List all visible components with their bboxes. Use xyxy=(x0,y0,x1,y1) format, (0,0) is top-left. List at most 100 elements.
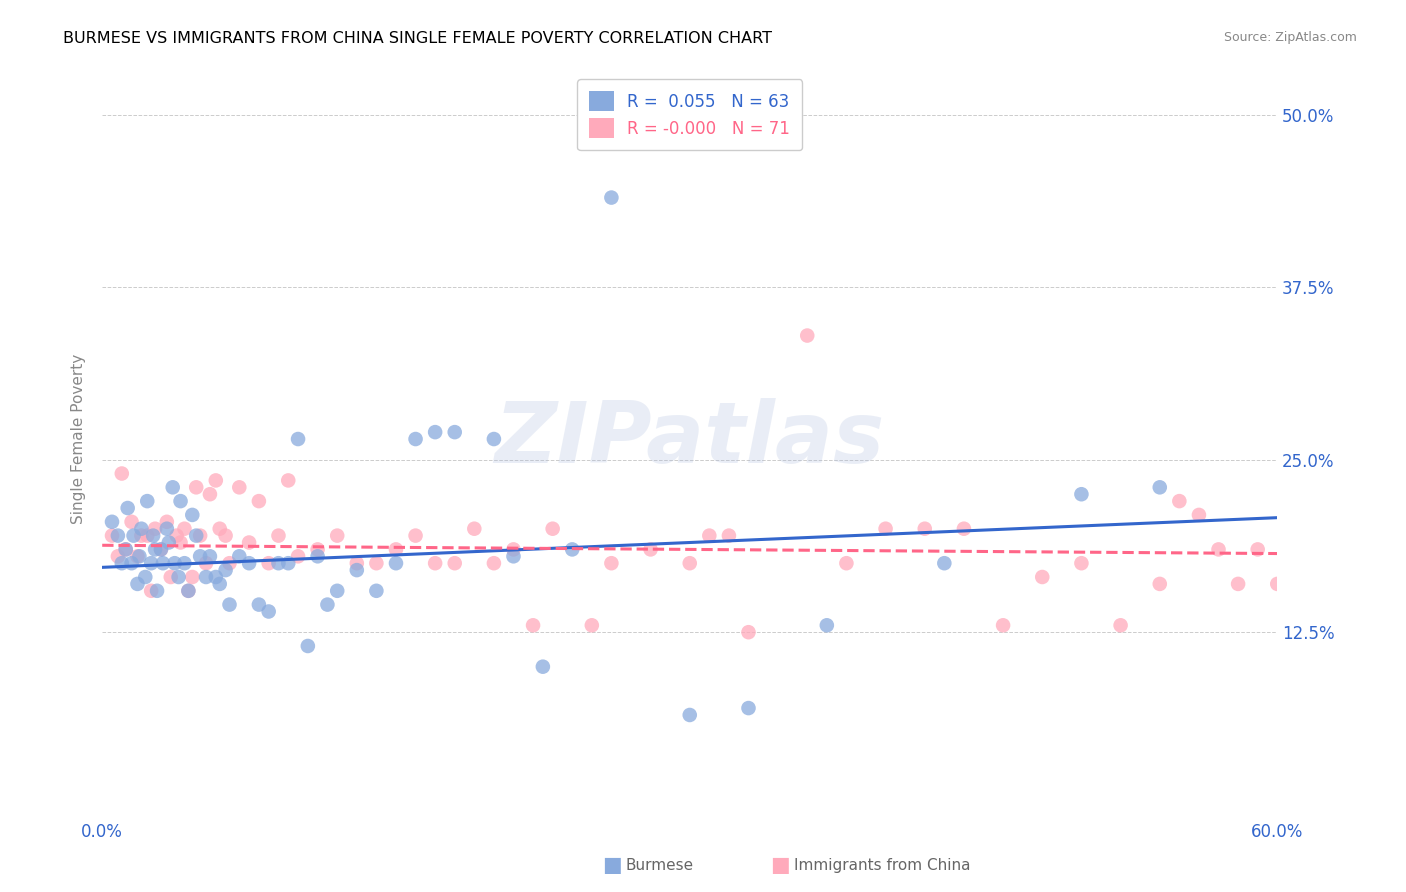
Point xyxy=(101,528,124,542)
Y-axis label: Single Female Poverty: Single Female Poverty xyxy=(72,354,86,524)
Point xyxy=(796,328,818,343)
Point xyxy=(188,528,211,542)
Point xyxy=(149,542,172,557)
Point xyxy=(385,556,408,570)
Point xyxy=(141,556,163,570)
Point xyxy=(1305,598,1327,612)
Text: ZIPatlas: ZIPatlas xyxy=(495,398,884,481)
Point xyxy=(679,556,702,570)
Text: Burmese: Burmese xyxy=(626,858,693,872)
Point xyxy=(366,556,388,570)
Point xyxy=(156,522,179,536)
Point xyxy=(188,549,211,564)
Point xyxy=(167,570,190,584)
Point xyxy=(316,598,339,612)
Point xyxy=(1031,570,1053,584)
Point xyxy=(581,618,603,632)
Point xyxy=(136,528,159,542)
Point xyxy=(159,570,181,584)
Point xyxy=(127,549,149,564)
Point xyxy=(502,549,524,564)
Point xyxy=(186,480,208,494)
Point xyxy=(1265,577,1288,591)
Point xyxy=(181,508,204,522)
Point xyxy=(405,432,427,446)
Point xyxy=(423,425,446,439)
Point xyxy=(247,494,270,508)
Point xyxy=(600,556,623,570)
Point xyxy=(238,556,260,570)
Point xyxy=(114,542,136,557)
Point xyxy=(101,515,124,529)
Point xyxy=(1168,494,1191,508)
Point xyxy=(287,432,309,446)
Point xyxy=(737,701,759,715)
Text: Source: ZipAtlas.com: Source: ZipAtlas.com xyxy=(1223,31,1357,45)
Point xyxy=(169,535,191,549)
Point xyxy=(228,480,250,494)
Point xyxy=(737,625,759,640)
Point xyxy=(1208,542,1230,557)
Text: BURMESE VS IMMIGRANTS FROM CHINA SINGLE FEMALE POVERTY CORRELATION CHART: BURMESE VS IMMIGRANTS FROM CHINA SINGLE … xyxy=(63,31,772,46)
Point xyxy=(482,432,505,446)
Point xyxy=(117,501,139,516)
Point xyxy=(208,522,231,536)
Point xyxy=(177,583,200,598)
Point xyxy=(247,598,270,612)
Point xyxy=(326,528,349,542)
Point xyxy=(257,605,280,619)
Point xyxy=(143,522,166,536)
Point xyxy=(198,487,221,501)
Point xyxy=(157,535,180,549)
Point xyxy=(679,708,702,723)
Point xyxy=(1188,508,1211,522)
Point xyxy=(326,583,349,598)
Point xyxy=(136,494,159,508)
Point xyxy=(127,577,149,591)
Point xyxy=(385,542,408,557)
Point xyxy=(114,542,136,557)
Point xyxy=(131,522,153,536)
Point xyxy=(238,535,260,549)
Point xyxy=(163,556,186,570)
Point xyxy=(218,598,240,612)
Point xyxy=(346,563,368,577)
Point xyxy=(717,528,740,542)
Point xyxy=(166,528,188,542)
Point xyxy=(991,618,1014,632)
Point xyxy=(186,528,208,542)
Point xyxy=(1070,487,1092,501)
Point xyxy=(502,542,524,557)
Point xyxy=(287,549,309,564)
Point xyxy=(131,528,153,542)
Point xyxy=(297,639,319,653)
Point xyxy=(107,549,129,564)
Point xyxy=(146,583,169,598)
Point xyxy=(267,556,290,570)
Point xyxy=(405,528,427,542)
Point xyxy=(198,549,221,564)
Point xyxy=(195,556,218,570)
Point xyxy=(111,556,134,570)
Point xyxy=(173,522,195,536)
Point xyxy=(122,528,145,542)
Point xyxy=(214,563,236,577)
Text: ■: ■ xyxy=(602,855,621,875)
Point xyxy=(204,474,226,488)
Point xyxy=(640,542,662,557)
Point xyxy=(1149,480,1171,494)
Point xyxy=(463,522,485,536)
Point xyxy=(149,542,172,557)
Point xyxy=(1285,591,1308,605)
Point xyxy=(134,570,156,584)
Point xyxy=(953,522,976,536)
Point xyxy=(111,467,134,481)
Legend: R =  0.055   N = 63, R = -0.000   N = 71: R = 0.055 N = 63, R = -0.000 N = 71 xyxy=(578,79,801,150)
Point xyxy=(121,556,143,570)
Point xyxy=(277,474,299,488)
Point xyxy=(307,549,329,564)
Point xyxy=(277,556,299,570)
Point xyxy=(835,556,858,570)
Point xyxy=(482,556,505,570)
Point xyxy=(934,556,956,570)
